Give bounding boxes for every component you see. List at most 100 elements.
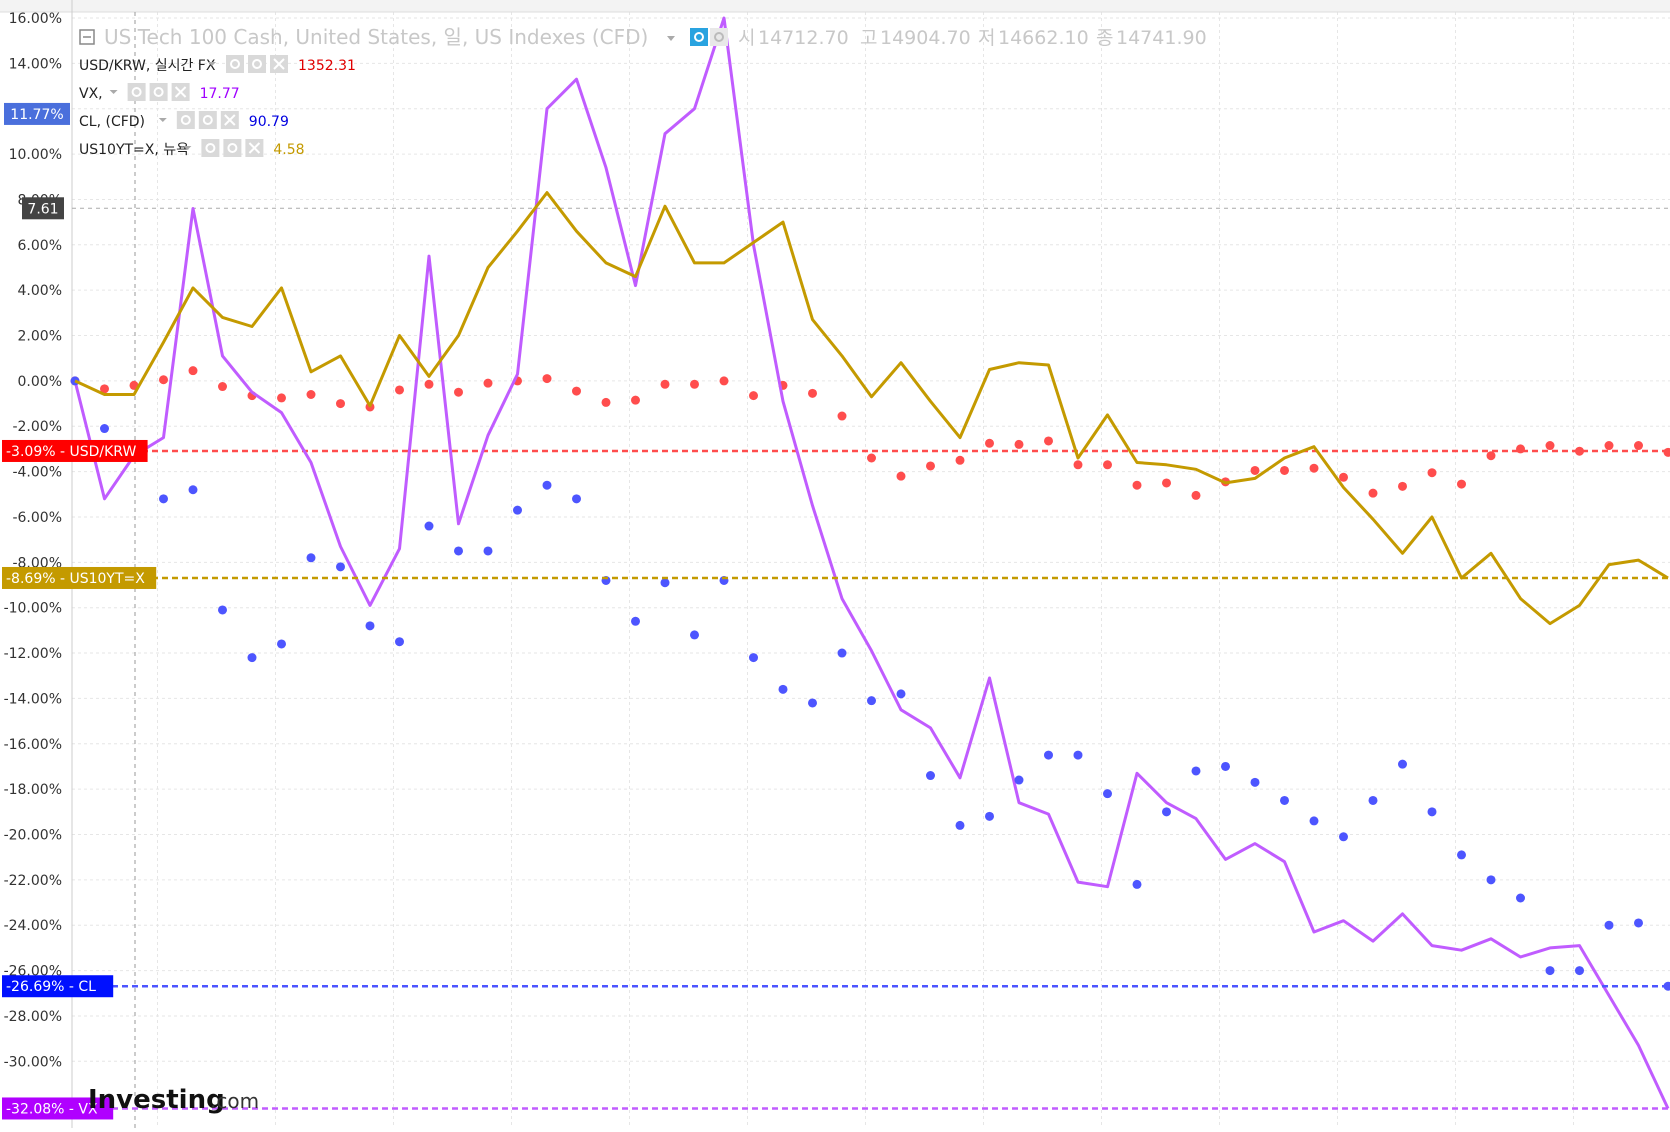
- data-point: [1074, 460, 1083, 469]
- y-tick-label: -20.00%: [4, 827, 62, 843]
- data-point: [631, 617, 640, 626]
- data-point: [956, 821, 965, 830]
- eye-icon[interactable]: [177, 111, 195, 129]
- data-point: [1546, 966, 1555, 975]
- data-point: [602, 398, 611, 407]
- data-point: [307, 390, 316, 399]
- data-point: [808, 389, 817, 398]
- data-point: [1664, 982, 1670, 991]
- ohlc-label: 시: [738, 27, 755, 49]
- badge-text: -8.69% - US10YT=X: [6, 571, 145, 587]
- data-point: [218, 382, 227, 391]
- y-tick-label: 14.00%: [9, 56, 62, 72]
- eye-icon[interactable]: [128, 83, 146, 101]
- legend-item: VX,17.77: [79, 83, 240, 102]
- y-tick-label: 6.00%: [18, 238, 62, 254]
- main-symbol-title: US Tech 100 Cash, United States, 일, US I…: [104, 25, 648, 49]
- close-icon[interactable]: [172, 83, 190, 101]
- data-point: [690, 630, 699, 639]
- data-point: [1634, 918, 1643, 927]
- data-point: [395, 385, 404, 394]
- eye-icon[interactable]: [201, 139, 219, 157]
- data-point: [1369, 796, 1378, 805]
- data-point: [543, 481, 552, 490]
- data-point: [277, 393, 286, 402]
- legend-value: 1352.31: [298, 58, 356, 74]
- ohlc-value: 14904.70: [880, 27, 971, 49]
- data-point: [1605, 441, 1614, 450]
- chevron-down-icon[interactable]: [110, 90, 118, 94]
- y-tick-label: -28.00%: [4, 1009, 62, 1025]
- data-point: [572, 494, 581, 503]
- legend-value: 4.58: [273, 142, 304, 158]
- series-line: [75, 18, 1668, 1109]
- y-tick-label: -30.00%: [4, 1054, 62, 1070]
- badge-text: -32.08% - VX: [6, 1101, 98, 1117]
- chevron-down-icon[interactable]: [667, 36, 675, 41]
- gear-icon[interactable]: [150, 83, 168, 101]
- data-point: [454, 546, 463, 555]
- y-tick-label: -18.00%: [4, 782, 62, 798]
- data-point: [189, 366, 198, 375]
- y-tick-label: 16.00%: [9, 11, 62, 27]
- data-point: [1457, 850, 1466, 859]
- data-point: [661, 578, 670, 587]
- y-tick-label: -10.00%: [4, 601, 62, 617]
- data-point: [1192, 766, 1201, 775]
- y-tick-label: -4.00%: [12, 465, 62, 481]
- data-point: [1251, 466, 1260, 475]
- data-point: [1634, 441, 1643, 450]
- data-point: [1398, 482, 1407, 491]
- eye-icon[interactable]: [226, 55, 244, 73]
- ohlc-value: 14662.10: [998, 27, 1089, 49]
- data-point: [1487, 875, 1496, 884]
- gear-icon[interactable]: [248, 55, 266, 73]
- y-tick-label: -12.00%: [4, 646, 62, 662]
- data-point: [631, 396, 640, 405]
- data-point: [425, 522, 434, 531]
- data-point: [926, 461, 935, 470]
- crosshair-value-badge: 11.77%: [4, 103, 70, 125]
- y-tick-label: -2.00%: [12, 419, 62, 435]
- data-point: [956, 456, 965, 465]
- data-point: [897, 472, 906, 481]
- data-point: [1221, 762, 1230, 771]
- legend-item: CL, (CFD)90.79: [79, 111, 289, 130]
- series-cl: [71, 376, 1670, 990]
- reference-value-badge: 7.61: [22, 197, 64, 219]
- close-icon[interactable]: [221, 111, 239, 129]
- data-point: [1133, 481, 1142, 490]
- close-icon[interactable]: [270, 55, 288, 73]
- collapse-icon[interactable]: [80, 30, 94, 44]
- gear-icon[interactable]: [199, 111, 217, 129]
- series-usd-krw: [71, 366, 1670, 500]
- ohlc-value: 14741.90: [1116, 27, 1207, 49]
- y-axis: 16.00%14.00%12.00%10.00%8.00%6.00%4.00%2…: [0, 11, 156, 1128]
- badge-text: -26.69% - CL: [6, 979, 96, 995]
- data-point: [1015, 440, 1024, 449]
- data-point: [336, 562, 345, 571]
- ohlc-label: 고: [860, 27, 877, 49]
- data-point: [1133, 880, 1142, 889]
- data-point: [867, 454, 876, 463]
- data-point: [1398, 760, 1407, 769]
- data-point: [1310, 816, 1319, 825]
- eye-icon[interactable]: [690, 28, 708, 46]
- close-icon[interactable]: [245, 139, 263, 157]
- legend-value: 17.77: [200, 86, 240, 102]
- data-point: [1015, 776, 1024, 785]
- y-tick-label: -6.00%: [12, 510, 62, 526]
- watermark-suffix: .com: [210, 1089, 259, 1113]
- data-point: [808, 698, 817, 707]
- chevron-down-icon[interactable]: [159, 118, 167, 122]
- gear-icon[interactable]: [223, 139, 241, 157]
- data-point: [1516, 444, 1525, 453]
- data-point: [749, 391, 758, 400]
- data-point: [897, 689, 906, 698]
- badge-text: 7.61: [27, 201, 58, 217]
- y-tick-label: -24.00%: [4, 918, 62, 934]
- data-point: [1487, 451, 1496, 460]
- gear-icon[interactable]: [710, 28, 728, 46]
